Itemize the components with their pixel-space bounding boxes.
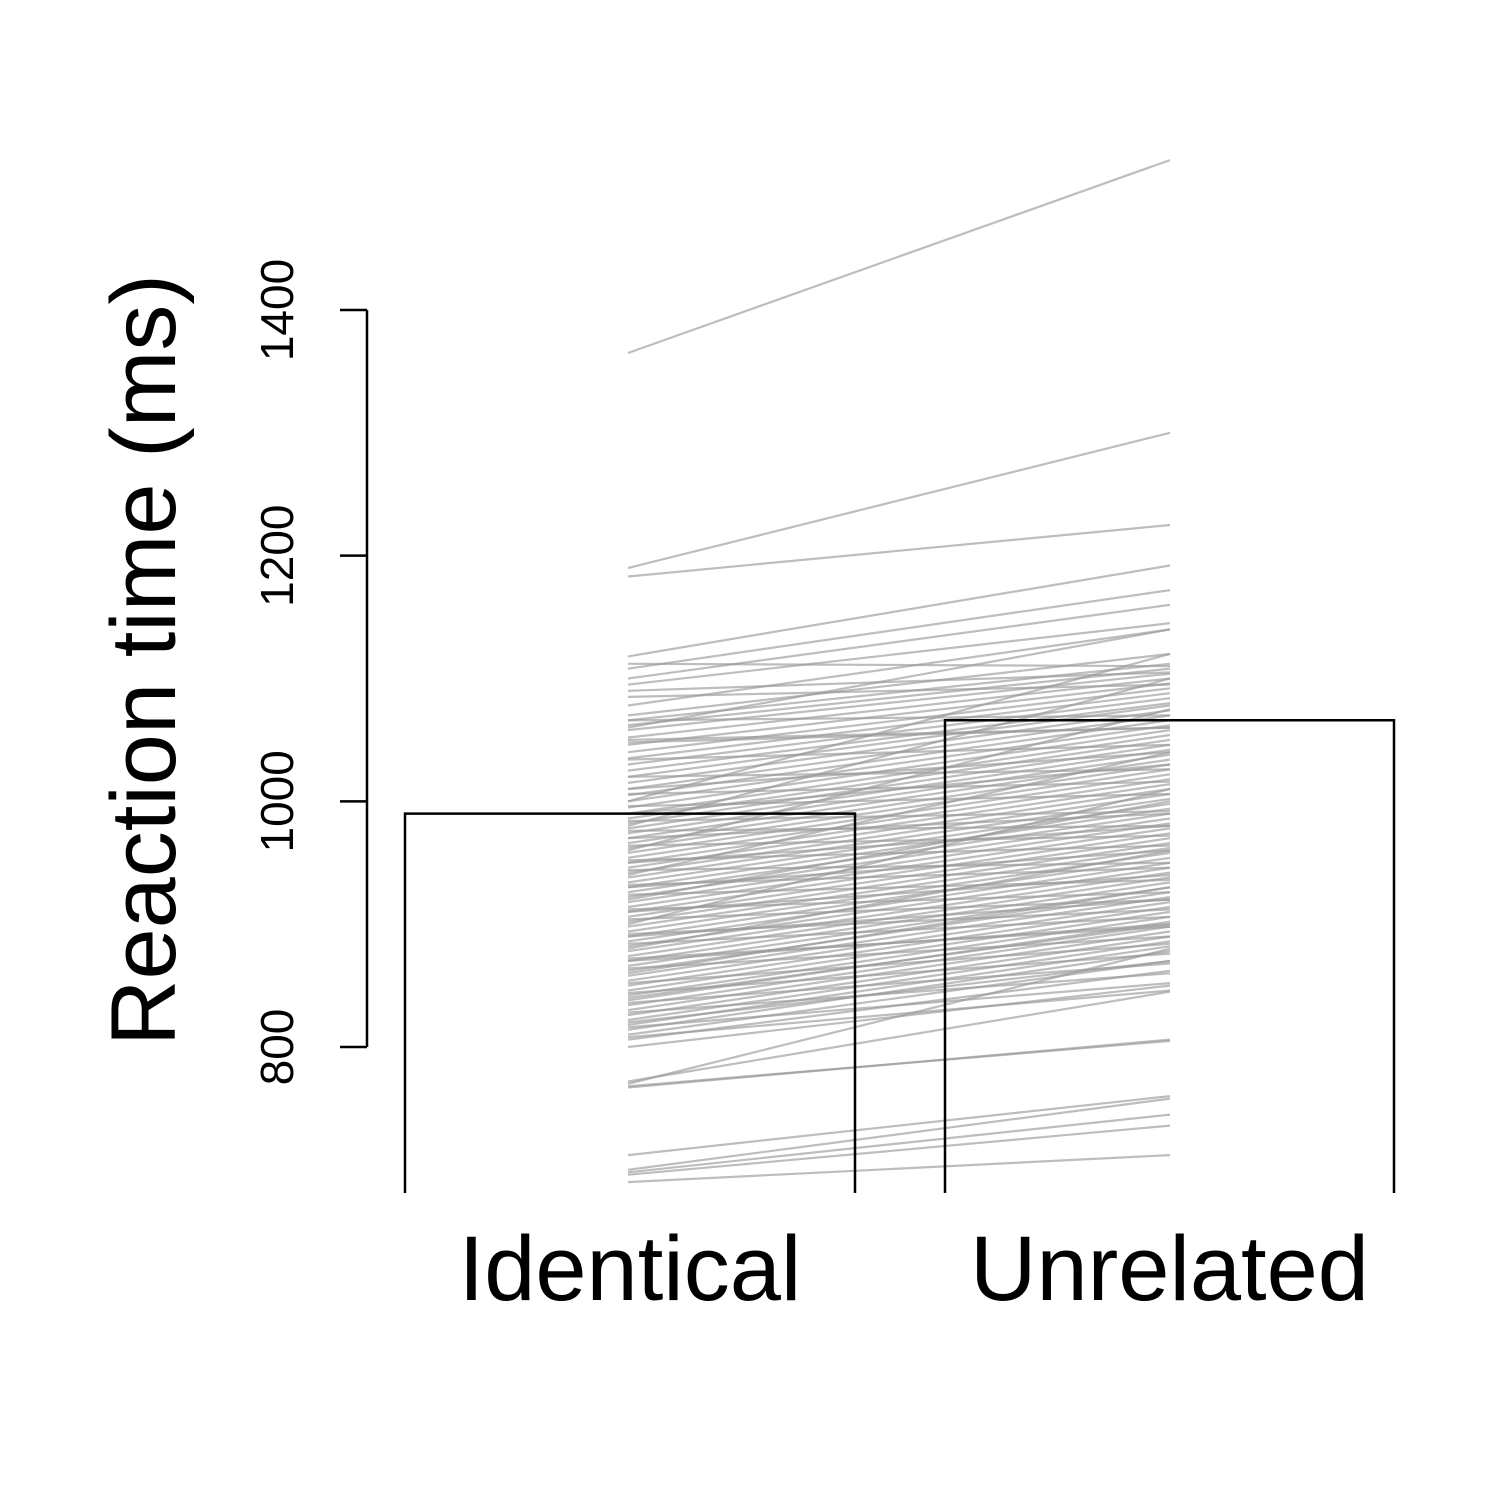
y-tick-label-800: 800 [251, 1009, 303, 1086]
participant-lines [627, 159, 1171, 1184]
participant-line-105 [627, 844, 1171, 862]
participant-line-5 [627, 589, 1171, 670]
participant-line-87 [627, 751, 1171, 791]
participant-line-76 [627, 652, 1171, 803]
participant-line-117 [627, 962, 1171, 1004]
participant-line-44 [627, 827, 1171, 909]
participant-line-74 [627, 628, 1171, 729]
bars [403, 719, 1396, 1193]
participant-line-124 [627, 1038, 1171, 1089]
participant-line-14 [627, 682, 1171, 746]
participant-line-99 [627, 768, 1171, 778]
participant-line-121 [627, 947, 1171, 1085]
category-labels: Identical Unrelated [459, 1218, 1369, 1320]
bar-identical [403, 812, 857, 1193]
participant-line-110 [627, 898, 1171, 921]
participant-line-54 [627, 876, 1171, 958]
participant-line-126 [627, 1124, 1171, 1176]
y-tick-label-1200: 1200 [251, 504, 303, 606]
participant-line-73 [627, 671, 1171, 692]
category-label-unrelated: Unrelated [970, 1218, 1369, 1320]
participant-line-111 [627, 908, 1171, 936]
participant-line-69 [627, 950, 1171, 1031]
participant-line-119 [627, 982, 1171, 1029]
participant-line-19 [627, 704, 1171, 778]
participant-line-89 [627, 812, 1171, 840]
participant-line-96 [627, 714, 1171, 722]
participant-line-118 [627, 972, 1171, 1014]
participant-line-127 [627, 1154, 1171, 1184]
participant-line-17 [627, 697, 1171, 766]
category-label-identical: Identical [459, 1218, 802, 1320]
participant-line-72 [627, 662, 1171, 668]
participant-line-125 [627, 1097, 1171, 1171]
participant-line-88 [627, 763, 1171, 815]
participant-line-8 [627, 628, 1171, 707]
participant-line-18 [627, 702, 1171, 772]
participant-line-108 [627, 878, 1171, 896]
participant-line-40 [627, 807, 1171, 889]
participant-line-70 [627, 959, 1171, 1036]
participant-line-129 [627, 1113, 1171, 1174]
participant-line-115 [627, 942, 1171, 985]
participant-line-37 [627, 792, 1171, 874]
participant-line-64 [627, 925, 1171, 1007]
participant-line-7 [627, 622, 1171, 686]
participant-line-95 [627, 683, 1171, 698]
participant-line-107 [627, 866, 1171, 886]
participant-line-90 [627, 824, 1171, 864]
participant-line-53 [627, 871, 1171, 953]
participant-line-114 [627, 935, 1171, 970]
participant-line-23 [627, 724, 1171, 803]
participant-line-20 [627, 709, 1171, 784]
y-tick-label-1000: 1000 [251, 750, 303, 852]
participant-line-102 [627, 810, 1171, 823]
participant-line-97 [627, 726, 1171, 741]
participant-line-78 [627, 708, 1171, 852]
participant-line-13 [627, 677, 1171, 739]
participant-line-2 [627, 431, 1171, 570]
participant-line-1 [627, 159, 1171, 355]
participant-line-6 [627, 603, 1171, 680]
participant-line-98 [627, 743, 1171, 761]
participant-line-101 [627, 792, 1171, 808]
participant-line-24 [627, 729, 1171, 809]
participant-line-51 [627, 861, 1171, 943]
participant-line-113 [627, 925, 1171, 960]
participant-line-45 [627, 832, 1171, 913]
participant-line-128 [627, 1095, 1171, 1157]
y-axis: 800 1000 1200 1400 [251, 259, 369, 1086]
participant-line-59 [627, 901, 1171, 982]
participant-line-81 [627, 787, 1171, 926]
participant-line-15 [627, 687, 1171, 754]
participant-line-112 [627, 915, 1171, 945]
participant-line-100 [627, 780, 1171, 796]
y-axis-label: Reaction time (ms) [93, 274, 195, 1046]
participant-line-120 [627, 989, 1171, 1039]
participant-line-35 [627, 783, 1171, 864]
y-tick-label-1400: 1400 [251, 259, 303, 361]
participant-line-3 [627, 523, 1171, 578]
participant-line-46 [627, 837, 1171, 918]
participant-line-104 [627, 834, 1171, 847]
participant-line-12 [627, 672, 1171, 732]
bar-unrelated [943, 719, 1396, 1193]
participant-line-122 [627, 990, 1171, 1083]
participant-line-103 [627, 824, 1171, 832]
participant-line-116 [627, 952, 1171, 995]
participant-line-60 [627, 905, 1171, 987]
participant-line-9 [627, 652, 1171, 717]
participant-line-82 [627, 849, 1171, 950]
participant-line-109 [627, 891, 1171, 911]
participant-line-106 [627, 861, 1171, 872]
participant-line-4 [627, 564, 1171, 658]
